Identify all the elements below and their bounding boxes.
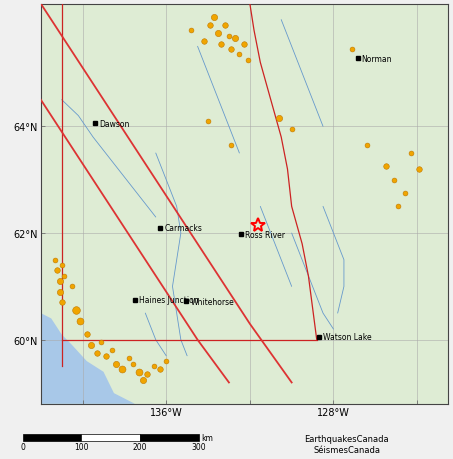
Text: 300: 300	[191, 442, 206, 451]
Text: Ross River: Ross River	[245, 230, 285, 239]
Text: EarthquakesCanada
SéismesCanada: EarthquakesCanada SéismesCanada	[304, 434, 389, 454]
Bar	[81, 434, 140, 441]
Text: 0: 0	[20, 442, 25, 451]
Text: Watson Lake: Watson Lake	[323, 332, 371, 341]
Text: Dawson: Dawson	[99, 119, 130, 129]
Text: Carmacks: Carmacks	[164, 224, 202, 233]
Bar	[140, 434, 198, 441]
Text: 100: 100	[74, 442, 88, 451]
Polygon shape	[41, 313, 135, 404]
Text: Norman: Norman	[361, 55, 392, 63]
Text: 200: 200	[133, 442, 147, 451]
Bar	[23, 434, 81, 441]
Text: km: km	[202, 433, 213, 442]
Text: Haines Junction: Haines Junction	[139, 296, 198, 305]
Text: Whitehorse: Whitehorse	[190, 297, 234, 306]
